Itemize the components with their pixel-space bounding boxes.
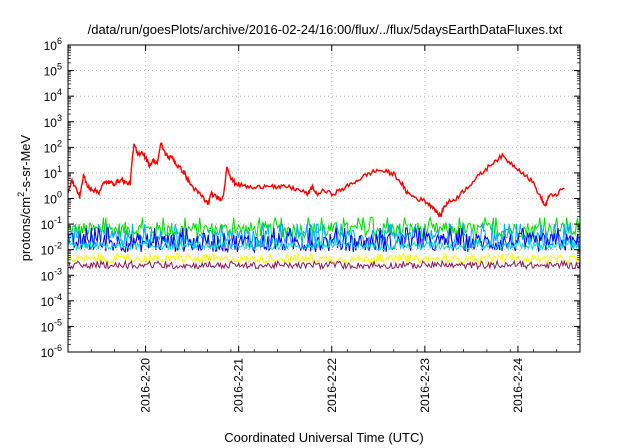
grid xyxy=(68,45,580,352)
y-tick-mantissa: 10 xyxy=(41,244,55,258)
y-tick-mantissa: 10 xyxy=(44,193,58,207)
y-tick-labels: 10610510410310210110010-110-210-310-410-… xyxy=(41,36,62,360)
series-layer xyxy=(67,142,581,271)
x-axis-label: Coordinated Universal Time (UTC) xyxy=(224,430,423,445)
x-tick-label: 2016-2-24 xyxy=(511,358,525,413)
y-tick-label: 103 xyxy=(44,113,62,130)
y-tick-label: 10-5 xyxy=(41,317,62,334)
y-tick-exponent: -1 xyxy=(54,215,62,225)
x-tick-label: 2016-2-21 xyxy=(232,358,246,413)
y-tick-exponent: 4 xyxy=(57,87,62,97)
y-tick-label: 10-1 xyxy=(41,215,62,232)
y-axis-label-suffix: -s-sr-MeV xyxy=(18,134,33,191)
y-tick-exponent: 0 xyxy=(57,190,62,200)
chart-title: /data/run/goesPlots/archive/2016-02-24/1… xyxy=(88,22,563,37)
y-tick-exponent: -3 xyxy=(54,266,62,276)
series-line-6 xyxy=(67,251,581,265)
x-tick-label: 2016-2-23 xyxy=(418,358,432,413)
y-tick-exponent: 6 xyxy=(57,36,62,46)
y-tick-exponent: -2 xyxy=(54,241,62,251)
ticks xyxy=(67,44,581,353)
y-tick-label: 105 xyxy=(44,62,62,79)
x-tick-labels: 2016-2-20 2016-2-21 2016-2-22 2016-2-23 2016… xyxy=(139,358,525,413)
y-tick-label: 101 xyxy=(44,164,62,181)
y-tick-mantissa: 10 xyxy=(41,346,55,360)
y-tick-label: 10-2 xyxy=(41,241,62,258)
y-tick-exponent: 3 xyxy=(57,113,62,123)
y-tick-exponent: 2 xyxy=(57,138,62,148)
y-tick-mantissa: 10 xyxy=(41,295,55,309)
y-tick-label: 10-4 xyxy=(41,292,62,309)
y-tick-mantissa: 10 xyxy=(41,269,55,283)
y-tick-label: 106 xyxy=(44,36,62,53)
y-tick-mantissa: 10 xyxy=(44,65,58,79)
y-tick-exponent: -4 xyxy=(54,292,62,302)
y-tick-exponent: 1 xyxy=(57,164,62,174)
y-tick-mantissa: 10 xyxy=(44,90,58,104)
y-tick-mantissa: 10 xyxy=(44,167,58,181)
y-tick-label: 102 xyxy=(44,138,62,155)
series-line-7 xyxy=(67,259,581,271)
series-line-4 xyxy=(67,227,581,254)
y-tick-mantissa: 10 xyxy=(44,39,58,53)
series-line-1 xyxy=(67,142,565,218)
x-tick-label: 2016-2-22 xyxy=(325,358,339,413)
y-tick-label: 100 xyxy=(44,190,62,207)
y-tick-label: 10-3 xyxy=(41,266,62,283)
y-tick-mantissa: 10 xyxy=(41,218,55,232)
y-tick-mantissa: 10 xyxy=(41,320,55,334)
y-tick-label: 104 xyxy=(44,87,62,104)
series-line-5 xyxy=(67,237,581,252)
y-tick-exponent: -5 xyxy=(54,317,62,327)
y-tick-mantissa: 10 xyxy=(44,141,58,155)
y-axis-label: protons/cm2-s-sr-MeV xyxy=(16,134,33,261)
y-axis-label-prefix: protons/cm xyxy=(18,197,33,261)
y-tick-exponent: 5 xyxy=(57,62,62,72)
y-tick-exponent: -6 xyxy=(54,343,62,353)
y-tick-mantissa: 10 xyxy=(44,116,58,130)
y-tick-label: 10-6 xyxy=(41,343,62,360)
y-axis-label-sup: 2 xyxy=(16,192,26,197)
x-tick-label: 2016-2-20 xyxy=(139,358,153,413)
